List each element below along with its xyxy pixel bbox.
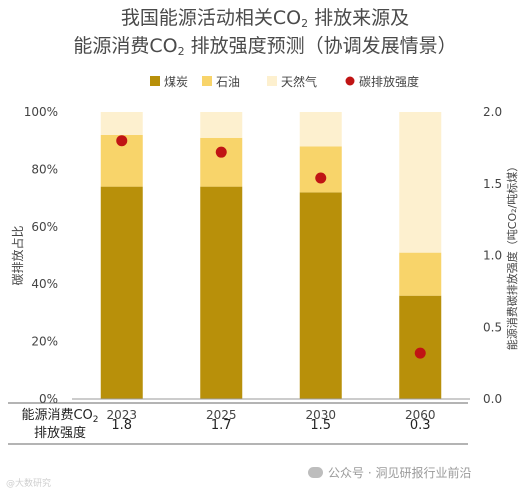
x-tick-label: 2060	[405, 408, 436, 422]
bar-2030-series-2	[299, 112, 342, 147]
legend-swatch-2	[267, 76, 277, 86]
y-tick-label: 80%	[31, 162, 58, 176]
watermark-left: @大数研究	[6, 479, 52, 489]
bar-2023-series-2	[100, 112, 143, 135]
intensity-value-2023: 1.8	[111, 418, 132, 433]
bar-2025-series-1	[200, 137, 243, 187]
bar-2060-series-2	[399, 112, 442, 253]
intensity-marker-2023	[116, 135, 128, 147]
watermark-right: 公众号 · 洞见研报行业前沿	[308, 464, 471, 481]
y2-tick-label: 0.0	[483, 392, 502, 406]
legend-label-1: 石油	[216, 75, 240, 89]
y2-tick-label: 2.0	[483, 105, 502, 119]
intensity-marker-2025	[215, 146, 227, 158]
chart-title-line-1: 我国能源活动相关CO2 排放来源及	[120, 7, 410, 30]
y-tick-label: 100%	[24, 105, 58, 119]
y-axis-title: 碳排放占比	[10, 225, 25, 285]
y-tick-label: 60%	[31, 220, 58, 234]
wechat-icon	[308, 467, 323, 478]
bar-2060-series-0	[399, 295, 442, 399]
legend-label-2: 天然气	[281, 74, 317, 89]
x-tick-label: 2023	[106, 408, 137, 422]
legend-swatch-0	[150, 76, 160, 86]
y2-tick-label: 1.5	[483, 177, 502, 191]
y2-tick-label: 0.5	[483, 320, 502, 334]
intensity-marker-2030	[315, 172, 327, 184]
y-tick-label: 0%	[39, 392, 58, 406]
x-tick-label: 2025	[206, 408, 237, 422]
footer-row-label: 能源消费CO2 排放强度	[21, 408, 99, 441]
y-tick-label: 40%	[31, 277, 58, 291]
chart-title-line-2: 能源消费CO2 排放强度预测（协调发展情景）	[73, 35, 457, 58]
bar-2025-series-0	[200, 186, 243, 399]
bar-2030-series-0	[299, 192, 342, 399]
legend-swatch-1	[202, 76, 212, 86]
legend-marker-3	[345, 76, 355, 86]
x-tick-label: 2030	[305, 408, 336, 422]
y2-axis-title: 能源消费碳排放强度（吨CO₂/吨标煤）	[505, 161, 519, 350]
bar-2025-series-2	[200, 112, 243, 138]
intensity-value-2025: 1.7	[211, 418, 232, 433]
bar-2060-series-1	[399, 252, 442, 296]
bar-2030-series-1	[299, 146, 342, 193]
legend-label-3: 碳排放强度	[359, 74, 419, 89]
intensity-value-2030: 1.5	[310, 418, 331, 433]
intensity-value-2060: 0.3	[410, 418, 431, 433]
y2-tick-label: 1.0	[483, 249, 502, 263]
y-tick-label: 20%	[31, 335, 58, 349]
intensity-marker-2060	[414, 347, 426, 359]
legend-label-0: 煤炭	[164, 75, 188, 89]
bar-2023-series-0	[100, 186, 143, 399]
